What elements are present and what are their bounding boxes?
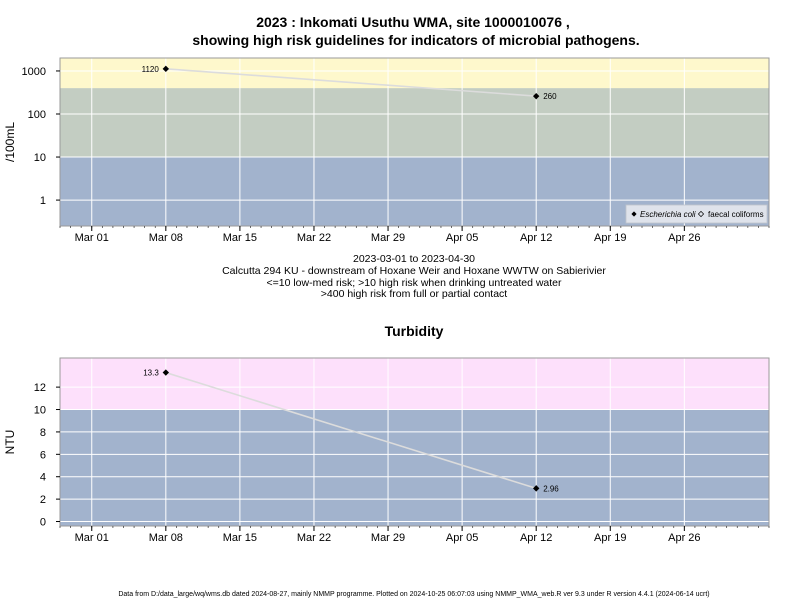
chart1-caption-line2: Calcutta 294 KU - downstream of Hoxane W… [222, 265, 606, 277]
chart2-x-tick-label-8: Apr 19 [594, 532, 626, 544]
chart1-y-axis-label: /100mL [3, 122, 17, 162]
chart2-y-tick-label-1: 0 [40, 517, 46, 529]
chart1-series-1-data-label-1: 1120 [142, 65, 160, 74]
chart2-x-tick-label-1: Mar 01 [75, 532, 109, 544]
chart1-risk-band-2 [60, 88, 769, 158]
chart1-y-tick-label-3: 100 [28, 109, 46, 121]
chart1-series-1-point-2 [532, 92, 540, 100]
chart1-y-tick-label-4: 1000 [22, 66, 46, 78]
chart2-y-tick-label-7: 12 [34, 382, 46, 394]
chart1-legend-marker-1 [631, 211, 637, 217]
chart2-series-1-line [165, 371, 537, 490]
chart1-legend-marker-2 [697, 210, 705, 218]
chart1-x-tick-label-8: Apr 19 [594, 232, 626, 244]
chart2-title: Turbidity [385, 323, 444, 339]
ecoli-chart: Mar 01 Mar 08 Mar 15 Mar 22 Mar 29 Apr 05 Apr … [3, 57, 770, 244]
turbidity-chart: Mar 01 Mar 08 Mar 15 Mar 22 Mar 29 Apr 05 Apr … [3, 357, 770, 544]
chart1-y-tick-label-2: 10 [34, 152, 46, 164]
chart1-x-tick-label-4: Mar 22 [297, 232, 331, 244]
chart2-series-1-point-2 [532, 485, 540, 492]
chart2-x-tick-label-6: Apr 05 [446, 532, 478, 544]
footer-note: Data from D:/data_large/wq/wms.db dated … [118, 591, 709, 598]
chart2-y-tick-label-5: 8 [40, 427, 46, 439]
chart2-series-1-data-label-1: 13.3 [143, 369, 159, 378]
chart2-x-tick-label-5: Mar 29 [371, 532, 405, 544]
chart2-x-tick-label-9: Apr 26 [668, 532, 700, 544]
chart1-series-1-line [165, 68, 537, 97]
chart2-x-tick-label-7: Apr 12 [520, 532, 552, 544]
chart2-series-1-point-1 [162, 369, 170, 376]
chart1-legend-label-2: faecal coliforms [708, 210, 764, 219]
chart1-y-tick-label-1: 1 [40, 195, 46, 207]
chart2-x-tick-label-4: Mar 22 [297, 532, 331, 544]
chart2-x-tick-label-3: Mar 15 [223, 532, 257, 544]
chart1-x-tick-label-9: Apr 26 [668, 232, 700, 244]
chart2-y-axis-label: NTU [3, 430, 17, 455]
chart2-plot-frame [59, 357, 770, 527]
chart1-title-line2: showing high risk guidelines for indicat… [192, 32, 639, 48]
chart2-y-tick-label-3: 4 [40, 472, 46, 484]
chart1-x-tick-label-3: Mar 15 [223, 232, 257, 244]
chart2-y-tick-label-4: 6 [40, 449, 46, 461]
chart2-y-tick-label-6: 10 [34, 405, 46, 417]
chart1-x-tick-label-7: Apr 12 [520, 232, 552, 244]
chart1-caption-line3: <=10 low-med risk; >10 high risk when dr… [266, 277, 562, 289]
chart1-x-tick-label-2: Mar 08 [149, 232, 183, 244]
chart1-x-tick-label-1: Mar 01 [75, 232, 109, 244]
chart2-series-1-data-label-2: 2.96 [543, 484, 559, 493]
chart1-legend-box [625, 204, 768, 224]
chart1-series-1-data-label-2: 260 [543, 92, 557, 101]
chart2-risk-band-2 [60, 358, 769, 410]
chart1-caption-line1: 2023-03-01 to 2023-04-30 [353, 253, 475, 265]
chart1-legend-label-1: Escherichia coli [640, 210, 696, 219]
chart2-risk-band-1 [60, 409, 769, 526]
chart2-x-tick-label-2: Mar 08 [149, 532, 183, 544]
chart1-risk-band-3 [60, 58, 769, 89]
chart1-plot-frame [59, 57, 770, 227]
chart1-x-tick-label-5: Mar 29 [371, 232, 405, 244]
chart1-caption-line4: >400 high risk from full or partial cont… [321, 288, 508, 300]
chart1-x-tick-label-6: Apr 05 [446, 232, 478, 244]
chart1-series-1-point-1 [162, 65, 170, 73]
chart2-y-tick-label-2: 2 [40, 494, 46, 506]
chart1-title-line1: 2023 : Inkomati Usuthu WMA, site 1000010… [256, 14, 570, 30]
